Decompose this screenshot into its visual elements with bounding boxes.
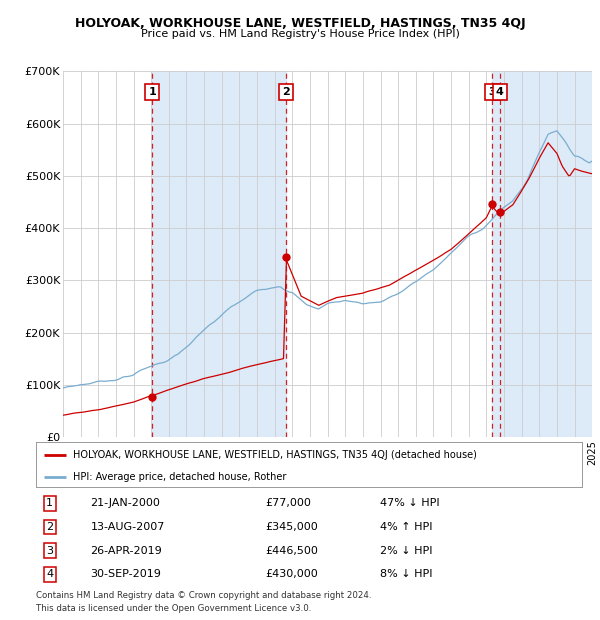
Text: 4: 4 xyxy=(46,569,53,579)
Text: 47% ↓ HPI: 47% ↓ HPI xyxy=(380,498,440,508)
Text: 1: 1 xyxy=(148,87,156,97)
Text: 1: 1 xyxy=(46,498,53,508)
Text: £345,000: £345,000 xyxy=(265,522,318,532)
Text: 8% ↓ HPI: 8% ↓ HPI xyxy=(380,569,433,579)
Text: This data is licensed under the Open Government Licence v3.0.: This data is licensed under the Open Gov… xyxy=(36,603,311,613)
Text: 30-SEP-2019: 30-SEP-2019 xyxy=(91,569,161,579)
Text: Contains HM Land Registry data © Crown copyright and database right 2024.: Contains HM Land Registry data © Crown c… xyxy=(36,591,371,600)
Text: 2: 2 xyxy=(46,522,53,532)
Text: £446,500: £446,500 xyxy=(265,546,318,556)
Text: Price paid vs. HM Land Registry's House Price Index (HPI): Price paid vs. HM Land Registry's House … xyxy=(140,29,460,38)
Text: 26-APR-2019: 26-APR-2019 xyxy=(91,546,163,556)
Text: 2% ↓ HPI: 2% ↓ HPI xyxy=(380,546,433,556)
Text: 3: 3 xyxy=(46,546,53,556)
Text: 4% ↑ HPI: 4% ↑ HPI xyxy=(380,522,433,532)
Text: 4: 4 xyxy=(496,87,503,97)
Text: 3: 3 xyxy=(488,87,496,97)
Text: HOLYOAK, WORKHOUSE LANE, WESTFIELD, HASTINGS, TN35 4QJ: HOLYOAK, WORKHOUSE LANE, WESTFIELD, HAST… xyxy=(74,17,526,30)
Text: HPI: Average price, detached house, Rother: HPI: Average price, detached house, Roth… xyxy=(73,472,287,482)
Text: £77,000: £77,000 xyxy=(265,498,311,508)
Text: 2: 2 xyxy=(282,87,289,97)
Text: £430,000: £430,000 xyxy=(265,569,318,579)
Text: HOLYOAK, WORKHOUSE LANE, WESTFIELD, HASTINGS, TN35 4QJ (detached house): HOLYOAK, WORKHOUSE LANE, WESTFIELD, HAST… xyxy=(73,450,477,459)
Text: 13-AUG-2007: 13-AUG-2007 xyxy=(91,522,165,532)
Bar xyxy=(152,71,286,437)
Text: 21-JAN-2000: 21-JAN-2000 xyxy=(91,498,160,508)
Bar xyxy=(492,71,592,437)
